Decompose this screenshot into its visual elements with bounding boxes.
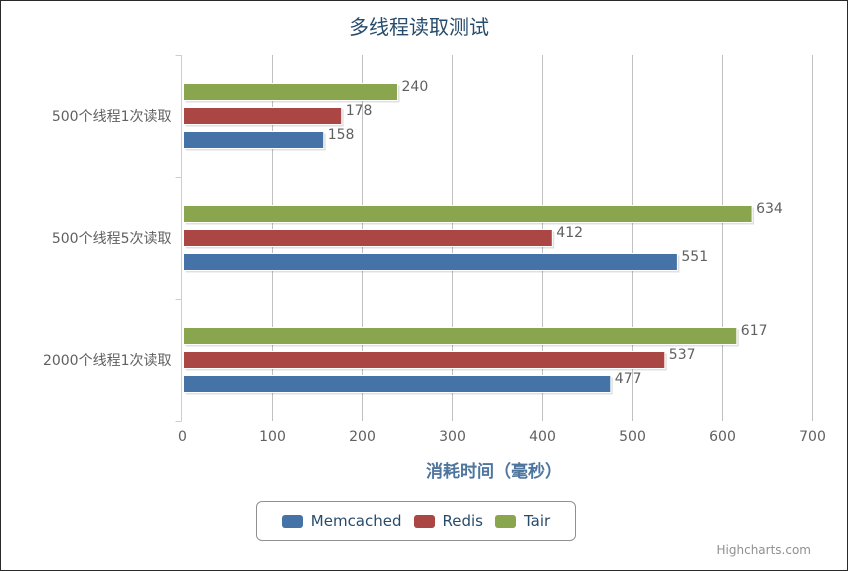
x-tick-label: 500	[619, 429, 646, 445]
credits-link[interactable]: Highcharts.com	[716, 543, 811, 557]
data-label: 158	[328, 127, 355, 143]
bar-redis[interactable]	[183, 351, 666, 369]
data-label: 634	[756, 201, 783, 217]
x-tick-label: 0	[178, 429, 187, 445]
data-label: 537	[669, 347, 696, 363]
legend-label: Redis	[442, 512, 483, 530]
data-label: 477	[615, 371, 642, 387]
bar-tair[interactable]	[183, 83, 398, 101]
data-labels: 240 178 158 634 412 551 617 537 477	[328, 79, 783, 387]
legend-label: Memcached	[310, 512, 402, 530]
bars	[183, 83, 755, 395]
data-label: 178	[346, 103, 373, 119]
chart-title: 多线程读取测试	[349, 15, 489, 39]
bar-memcached[interactable]	[183, 253, 678, 271]
chart-svg: 多线程读取测试 0 100 200 300 400 500 600 700 500个线程1次读取…	[43, 15, 826, 482]
legend-item-memcached[interactable]: Memcached	[281, 512, 402, 530]
legend-item-redis[interactable]: Redis	[413, 512, 483, 530]
x-tick-label: 700	[799, 429, 826, 445]
bar-tair[interactable]	[183, 327, 738, 345]
data-label: 412	[556, 225, 583, 241]
legend-swatch	[413, 514, 435, 528]
y-category-label: 500个线程5次读取	[52, 230, 172, 247]
data-label: 551	[681, 249, 708, 265]
bar-memcached[interactable]	[183, 375, 612, 393]
y-category-label: 2000个线程1次读取	[43, 352, 172, 369]
y-category-label: 500个线程1次读取	[52, 108, 172, 125]
x-tick-label: 600	[709, 429, 736, 445]
bar-tair[interactable]	[183, 205, 753, 223]
legend-swatch	[281, 514, 303, 528]
x-tick-label: 400	[529, 429, 556, 445]
bar-redis[interactable]	[183, 107, 343, 125]
x-tick-label: 100	[259, 429, 286, 445]
bar-redis[interactable]	[183, 229, 553, 247]
legend-item-tair[interactable]: Tair	[495, 512, 550, 530]
data-label: 240	[402, 79, 429, 95]
x-tick-label: 300	[439, 429, 466, 445]
legend: Memcached Redis Tair	[256, 501, 576, 541]
legend-swatch	[495, 514, 516, 528]
x-tick-label: 200	[349, 429, 376, 445]
data-label: 617	[741, 323, 768, 339]
axes: 0 100 200 300 400 500 600 700 500个线程1次读取 500个线程5次…	[43, 55, 826, 445]
legend-label: Tair	[524, 512, 551, 530]
bar-memcached[interactable]	[183, 131, 325, 149]
x-axis-title: 消耗时间（毫秒）	[426, 461, 562, 482]
